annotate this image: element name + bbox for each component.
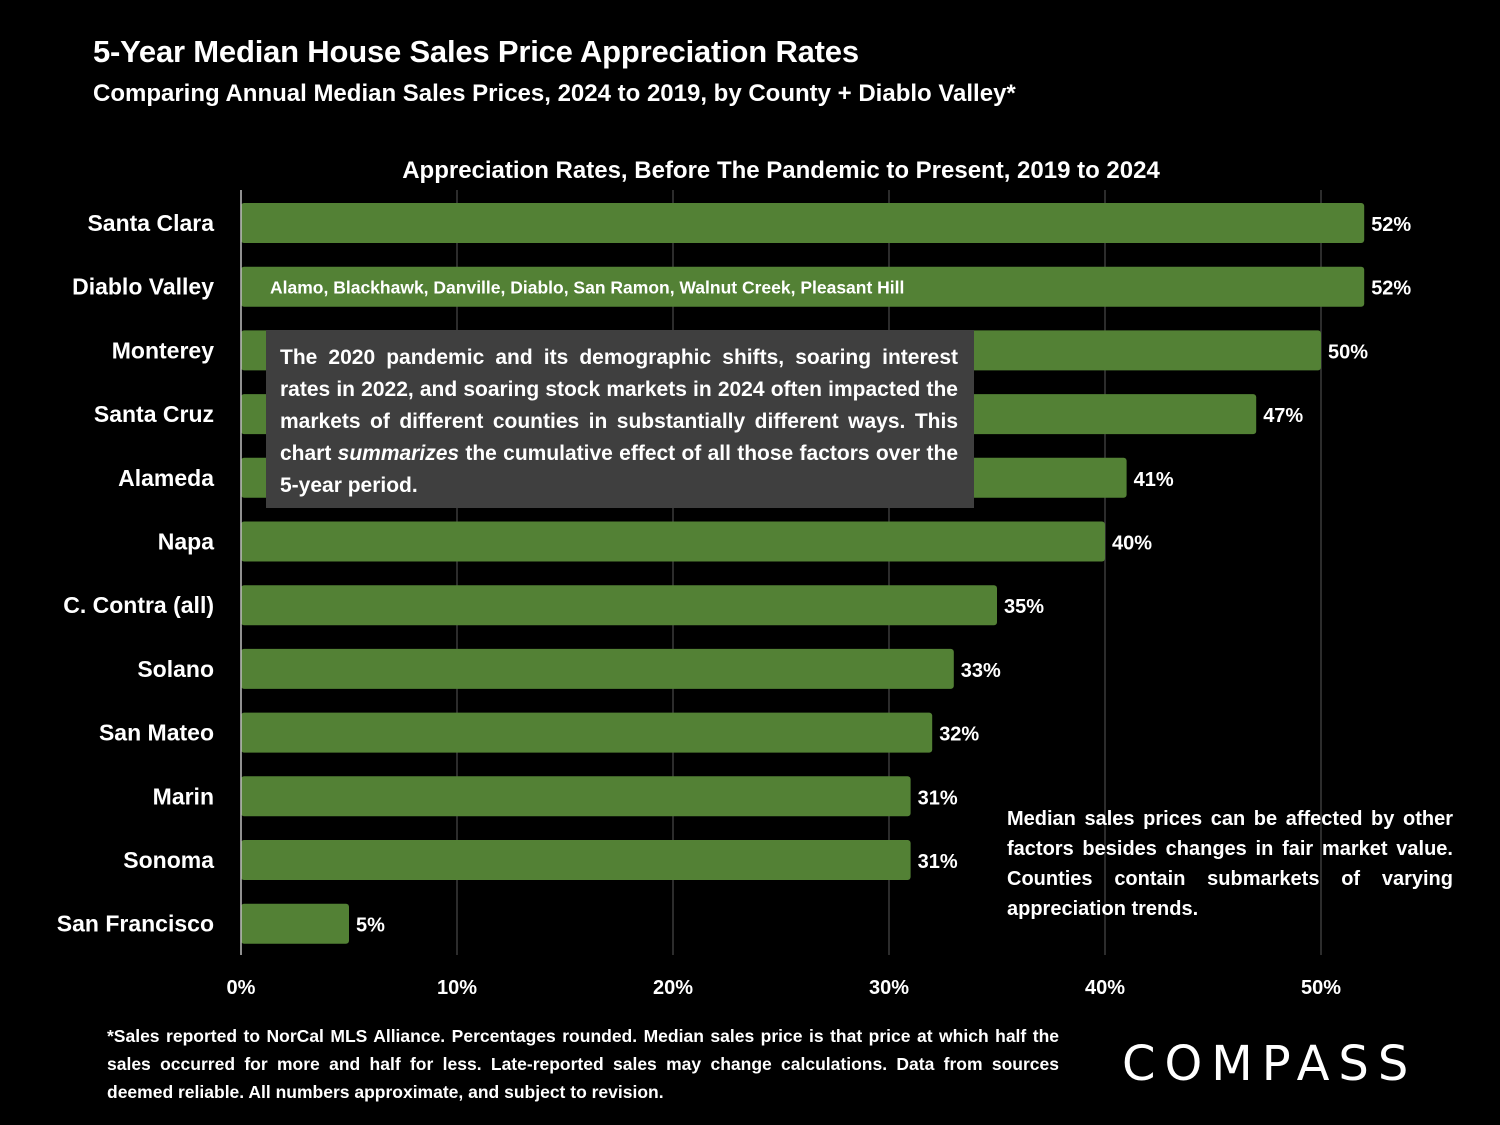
bar-santa-clara <box>241 203 1365 243</box>
x-tick-label: 30% <box>869 977 909 999</box>
compass-logo: COMPASS <box>1122 1036 1418 1092</box>
bar-solano <box>241 648 954 689</box>
chart-title: Appreciation Rates, Before The Pandemic … <box>402 157 1160 184</box>
value-label-san-mateo: 32% <box>939 724 979 746</box>
bar-san-mateo <box>241 712 933 753</box>
page-subtitle: Comparing Annual Median Sales Prices, 20… <box>93 80 1016 107</box>
value-label-marin: 31% <box>918 787 958 809</box>
value-label-napa: 40% <box>1112 533 1152 555</box>
value-label-c-contra-all: 35% <box>1004 596 1044 618</box>
callout-emphasis: summarizes <box>337 442 460 465</box>
category-label-diablo-valley: Diablo Valley <box>72 274 214 300</box>
bar-napa <box>241 521 1105 562</box>
callout-text-before: The 2020 pandemic and its demographic sh… <box>280 346 958 465</box>
x-tick-label: 50% <box>1301 977 1341 999</box>
value-label-alameda: 41% <box>1134 469 1174 491</box>
category-label-c-contra-all: C. Contra (all) <box>63 592 214 618</box>
side-note: Median sales prices can be affected by o… <box>1007 808 1453 920</box>
x-tick-label: 20% <box>653 977 693 999</box>
value-label-monterey: 50% <box>1328 341 1368 363</box>
bar-annotation: Alamo, Blackhawk, Danville, Diablo, San … <box>270 278 904 298</box>
category-label-alameda: Alameda <box>118 465 214 491</box>
value-label-solano: 33% <box>961 660 1001 682</box>
category-label-san-francisco: San Francisco <box>57 911 214 937</box>
value-label-diablo-valley: 52% <box>1371 278 1411 300</box>
value-label-santa-clara: 52% <box>1371 214 1411 236</box>
category-label-monterey: Monterey <box>112 337 214 363</box>
value-label-sonoma: 31% <box>918 851 958 873</box>
bar-diablo-valley <box>241 266 1365 307</box>
page-title: 5-Year Median House Sales Price Apprecia… <box>93 34 859 69</box>
bar-marin <box>241 776 911 817</box>
callout-text-after: the cumulative effect of all those facto… <box>280 442 959 497</box>
bar-sonoma <box>241 840 911 880</box>
category-label-solano: Solano <box>137 656 214 682</box>
category-label-santa-clara: Santa Clara <box>87 210 214 236</box>
footnote: *Sales reported to NorCal MLS Alliance. … <box>107 1026 1059 1102</box>
category-label-marin: Marin <box>153 783 214 809</box>
x-tick-label: 40% <box>1085 977 1125 999</box>
value-label-santa-cruz: 47% <box>1263 405 1303 427</box>
bar-c-contra-all <box>241 585 997 626</box>
x-tick-label: 0% <box>227 977 256 999</box>
category-label-sonoma: Sonoma <box>123 847 214 873</box>
bar-san-francisco <box>241 903 349 944</box>
x-tick-label: 10% <box>437 977 477 999</box>
category-label-santa-cruz: Santa Cruz <box>94 401 214 427</box>
callout-box: The 2020 pandemic and its demographic sh… <box>266 330 974 508</box>
category-label-napa: Napa <box>158 529 214 555</box>
value-label-san-francisco: 5% <box>356 915 385 937</box>
category-label-san-mateo: San Mateo <box>99 720 214 746</box>
